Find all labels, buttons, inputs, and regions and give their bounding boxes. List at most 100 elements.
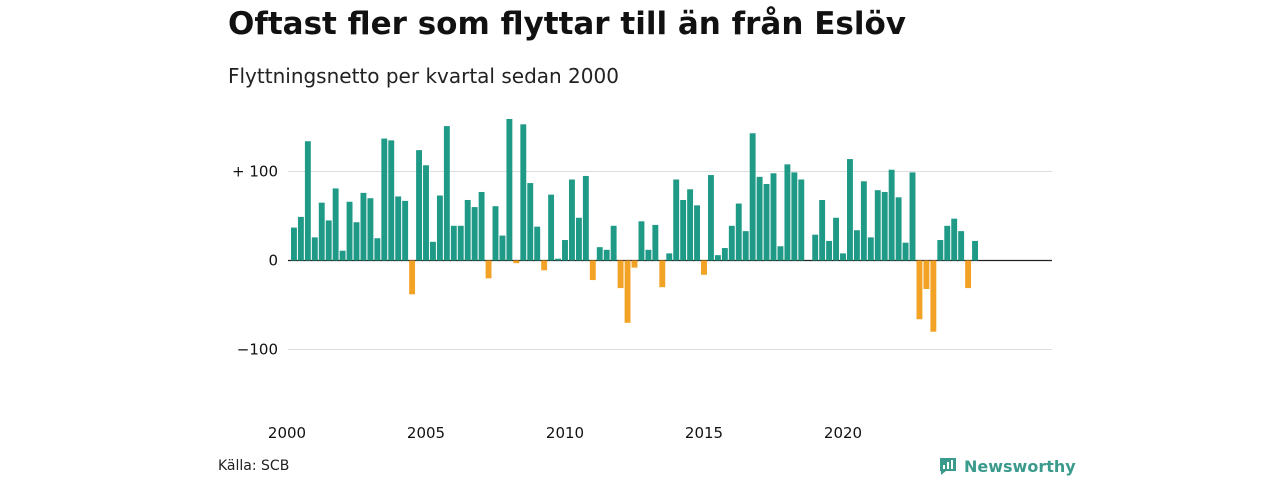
bar — [714, 255, 721, 261]
bar — [895, 197, 902, 261]
bar — [332, 188, 339, 261]
x-tick-label: 2000 — [268, 424, 306, 442]
bar — [582, 175, 589, 261]
bar — [687, 189, 694, 261]
bar — [499, 235, 506, 261]
bar — [812, 234, 819, 261]
bar — [860, 181, 867, 261]
bar — [624, 260, 631, 323]
bar — [631, 260, 638, 268]
bar — [944, 225, 951, 261]
bar — [819, 199, 826, 261]
bar — [965, 260, 972, 289]
newsworthy-logo-icon — [940, 458, 956, 475]
bar — [652, 224, 659, 261]
bar — [492, 206, 499, 261]
bars — [291, 118, 978, 332]
bar — [742, 231, 749, 261]
bar — [513, 260, 520, 264]
bar — [833, 217, 839, 261]
bar — [485, 260, 492, 279]
bar — [325, 220, 332, 261]
bar — [659, 260, 666, 288]
bar — [645, 249, 652, 261]
bar — [881, 191, 888, 261]
bar — [847, 159, 853, 261]
bar — [562, 240, 568, 261]
bar — [464, 199, 471, 261]
bar — [478, 191, 485, 261]
bar — [395, 196, 402, 261]
bar — [402, 200, 409, 261]
bar — [555, 258, 561, 261]
bar — [784, 164, 791, 261]
brand: Newsworthy — [938, 456, 1076, 476]
bar — [694, 205, 700, 261]
bar — [617, 260, 624, 289]
chart-title: Oftast fler som flyttar till än från Esl… — [228, 6, 906, 42]
bar — [840, 253, 846, 261]
bar — [575, 217, 582, 261]
bar — [798, 179, 805, 261]
x-axis-labels: 2000 2005 2010 2015 2020 — [268, 424, 862, 442]
bar — [416, 150, 422, 261]
bar — [569, 179, 575, 261]
bar — [673, 179, 680, 261]
bar — [527, 183, 534, 261]
bar — [888, 169, 895, 261]
bar — [589, 260, 596, 281]
bar — [409, 260, 416, 295]
bar — [937, 240, 944, 261]
bar — [534, 226, 541, 261]
bar — [958, 231, 965, 261]
bar — [520, 124, 527, 261]
bar — [610, 225, 617, 261]
bar — [756, 176, 763, 261]
bar — [374, 238, 381, 261]
bar — [548, 194, 555, 261]
bar — [735, 203, 742, 261]
bar — [728, 225, 735, 261]
bar — [346, 201, 353, 261]
bar — [923, 260, 930, 289]
bar — [972, 240, 978, 261]
bar — [367, 198, 374, 261]
bar — [506, 118, 513, 261]
bar — [902, 242, 909, 261]
bar — [457, 225, 464, 261]
y-axis-labels: + 100 0 −100 — [232, 163, 278, 359]
bar — [749, 133, 756, 261]
bar — [339, 250, 346, 261]
bar — [951, 218, 958, 261]
bar — [701, 260, 707, 275]
bar — [909, 172, 916, 261]
bar — [930, 260, 937, 332]
bar — [450, 225, 457, 261]
bar — [680, 199, 687, 261]
x-tick-label: 2015 — [685, 424, 723, 442]
bar — [297, 216, 304, 261]
x-tick-label: 2005 — [407, 424, 445, 442]
y-tick-label: 0 — [268, 252, 278, 270]
bar — [666, 253, 673, 261]
bar — [381, 138, 388, 261]
bar — [471, 207, 478, 261]
bar — [708, 175, 714, 261]
bar — [318, 202, 325, 261]
bar — [916, 260, 923, 320]
bar — [596, 247, 603, 261]
bar — [436, 195, 443, 261]
bar — [304, 141, 311, 261]
brand-name: Newsworthy — [964, 456, 1076, 476]
y-tick-label: + 100 — [232, 163, 278, 181]
bar — [443, 126, 450, 261]
bar — [311, 237, 318, 261]
bar — [874, 190, 881, 261]
chart-subtitle: Flyttningsnetto per kvartal sedan 2000 — [228, 64, 619, 88]
bar — [826, 240, 833, 261]
source-note: Källa: SCB — [218, 458, 290, 474]
bar — [763, 183, 770, 261]
bar — [853, 230, 860, 261]
y-tick-label: −100 — [237, 341, 278, 359]
